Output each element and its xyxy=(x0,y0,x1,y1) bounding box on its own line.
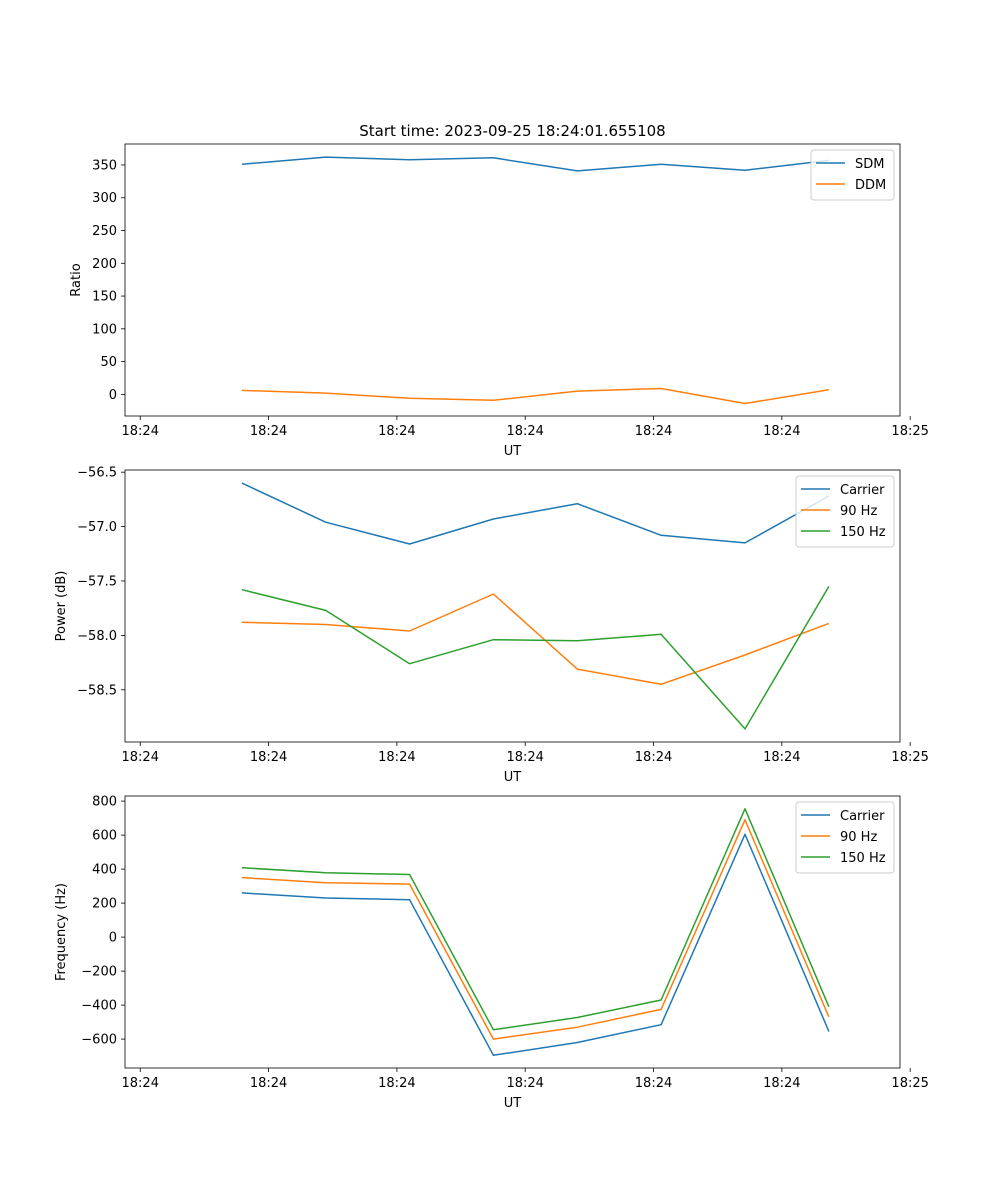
series-line-sdm xyxy=(241,156,829,172)
legend-label: Carrier xyxy=(840,483,885,498)
x-tick-label: 18:24 xyxy=(506,424,543,439)
axes-frame xyxy=(124,795,901,1069)
legend-label: 150 Hz xyxy=(840,851,886,866)
y-tick-label: 400 xyxy=(92,863,117,878)
y-tick-label: −57.0 xyxy=(77,520,117,535)
x-axis-label: UT xyxy=(504,1096,522,1111)
x-tick-label: 18:24 xyxy=(763,1076,800,1091)
y-tick-label: −57.5 xyxy=(77,574,117,589)
y-tick-label: 600 xyxy=(92,829,117,844)
x-tick-label: 18:24 xyxy=(122,1076,159,1091)
y-tick-label: 800 xyxy=(92,795,117,810)
subplot-container: 18:24 18:24 18:24 18:24 18:24 18:24 18:25 0 50 10… xyxy=(54,143,929,1111)
x-tick-label: 18:25 xyxy=(891,750,928,765)
y-tick-label: −56.5 xyxy=(77,466,117,481)
x-tick-label: 18:24 xyxy=(378,1076,415,1091)
axes-frame xyxy=(124,143,901,417)
x-axis-label: UT xyxy=(504,770,522,785)
legend-box xyxy=(795,475,895,548)
legend-label: Carrier xyxy=(840,809,885,824)
y-tick-label: 0 xyxy=(109,388,117,403)
y-tick-label: −200 xyxy=(81,965,117,980)
y-tick-label: 0 xyxy=(109,931,117,946)
x-tick-label: 18:24 xyxy=(122,424,159,439)
legend-label: 90 Hz xyxy=(840,830,877,845)
legend-box xyxy=(795,801,895,874)
y-tick-label: 50 xyxy=(100,355,117,370)
y-tick-label: 300 xyxy=(92,191,117,206)
legend-label: DDM xyxy=(855,178,886,193)
y-tick-label: −600 xyxy=(81,1033,117,1048)
y-tick-label: 350 xyxy=(92,158,117,173)
legend-label: 150 Hz xyxy=(840,525,886,540)
x-tick-label: 18:24 xyxy=(250,424,287,439)
series-line-150-hz xyxy=(241,808,830,1031)
x-tick-label: 18:24 xyxy=(763,424,800,439)
series-line-carrier xyxy=(241,833,830,1057)
x-tick-label: 18:24 xyxy=(763,750,800,765)
series-line-ddm xyxy=(241,387,830,405)
series-line-90-hz xyxy=(241,593,830,686)
series-line-90-hz xyxy=(241,819,830,1040)
y-axis-label: Power (dB) xyxy=(54,571,69,642)
x-tick-label: 18:24 xyxy=(635,1076,672,1091)
legend: Carrier 90 Hz 150 Hz xyxy=(795,475,895,548)
legend: Carrier 90 Hz 150 Hz xyxy=(795,801,895,874)
y-tick-label: −58.5 xyxy=(77,683,117,698)
x-tick-label: 18:24 xyxy=(378,424,415,439)
y-tick-label: 200 xyxy=(92,897,117,912)
y-tick-label: 100 xyxy=(92,322,117,337)
x-tick-label: 18:25 xyxy=(891,1076,928,1091)
x-tick-label: 18:24 xyxy=(635,424,672,439)
legend: SDM DDM xyxy=(810,149,895,201)
axes-frame xyxy=(124,469,901,743)
y-axis-label: Ratio xyxy=(69,263,84,296)
x-tick-label: 18:24 xyxy=(506,1076,543,1091)
series-line-150-hz xyxy=(241,586,830,730)
x-tick-label: 18:24 xyxy=(635,750,672,765)
x-tick-label: 18:24 xyxy=(122,750,159,765)
x-tick-label: 18:24 xyxy=(250,1076,287,1091)
y-tick-label: −400 xyxy=(81,999,117,1014)
subplot-3: 18:24 18:24 18:24 18:24 18:24 18:24 18:25 −600 −… xyxy=(54,795,929,1111)
y-tick-label: 200 xyxy=(92,257,117,272)
x-tick-label: 18:25 xyxy=(891,424,928,439)
figure-title: Start time: 2023-09-25 18:24:01.655108 xyxy=(359,122,665,140)
x-tick-label: 18:24 xyxy=(506,750,543,765)
y-tick-label: 150 xyxy=(92,290,117,305)
x-tick-label: 18:24 xyxy=(378,750,415,765)
y-tick-label: −58.0 xyxy=(77,629,117,644)
legend-label: 90 Hz xyxy=(840,504,877,519)
x-axis-label: UT xyxy=(504,444,522,459)
series-line-carrier xyxy=(241,482,830,545)
y-axis-label: Frequency (Hz) xyxy=(54,883,69,981)
subplot-1: 18:24 18:24 18:24 18:24 18:24 18:24 18:25 0 50 10… xyxy=(69,143,929,459)
y-tick-label: 250 xyxy=(92,224,117,239)
x-tick-label: 18:24 xyxy=(250,750,287,765)
subplot-2: 18:24 18:24 18:24 18:24 18:24 18:24 18:25 −58.5… xyxy=(54,466,929,785)
legend-label: SDM xyxy=(855,157,884,172)
